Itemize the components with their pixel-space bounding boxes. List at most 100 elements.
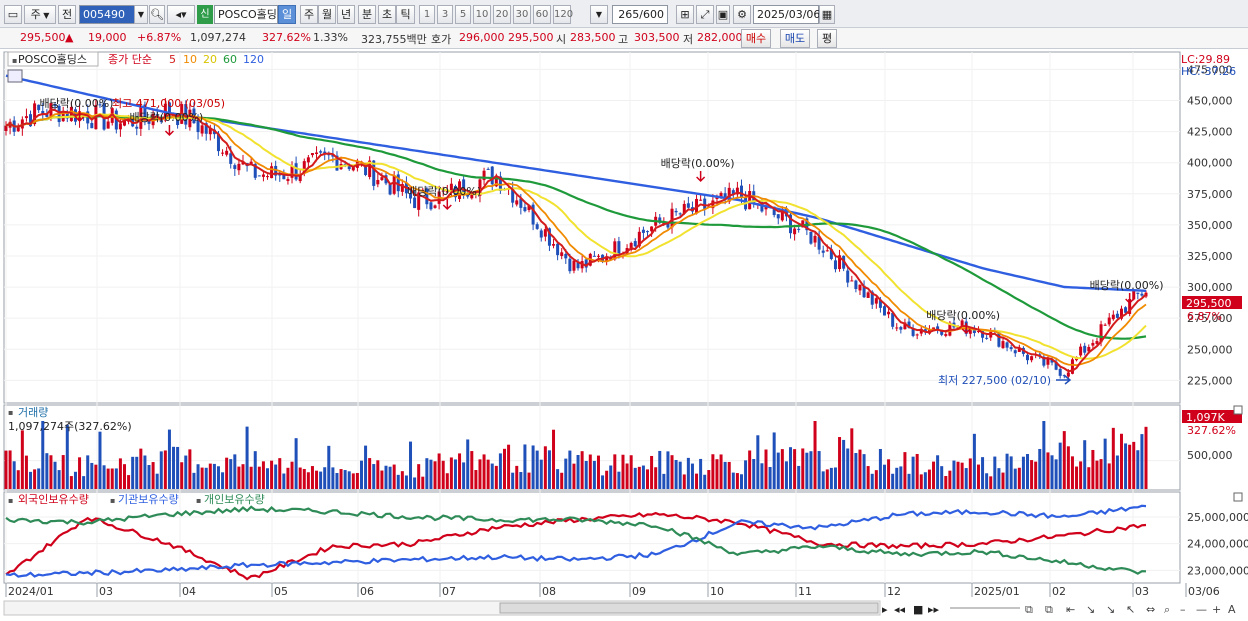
- eval-button[interactable]: 평: [817, 29, 837, 48]
- text-size-icon[interactable]: A: [1228, 603, 1236, 616]
- save-icon[interactable]: ▣: [716, 5, 730, 24]
- candle-body: [997, 332, 1001, 347]
- legend-individual[interactable]: 개인보유수량: [204, 493, 265, 506]
- volume-bar: [621, 454, 625, 489]
- sell-button[interactable]: 매도: [780, 29, 810, 48]
- search-icon[interactable]: 🔍︎: [149, 5, 165, 24]
- minus-icon[interactable]: –: [1180, 603, 1186, 616]
- ma-period-60[interactable]: 60: [223, 53, 237, 66]
- period-select[interactable]: 주 ▼: [24, 5, 56, 24]
- candle-body: [981, 330, 985, 338]
- cursor-icon[interactable]: ↖: [1126, 603, 1135, 616]
- ma5-line: [5, 108, 1147, 373]
- candle-body: [351, 166, 355, 171]
- interval-30[interactable]: 30: [513, 5, 531, 24]
- timeframe-5[interactable]: 초: [378, 5, 396, 24]
- interval-60[interactable]: 60: [533, 5, 551, 24]
- period-select-value: 주: [30, 8, 41, 21]
- interval-dropdown-icon[interactable]: ▼: [590, 5, 608, 24]
- timeframe-6[interactable]: 틱: [396, 5, 415, 24]
- ma-label[interactable]: 종가 단순: [108, 53, 152, 66]
- bar-count-field[interactable]: 265/600: [612, 5, 668, 24]
- volume-bar: [976, 464, 980, 489]
- zoom-out-icon[interactable]: —: [1196, 603, 1207, 616]
- overlay-tool-icon[interactable]: ⧉: [1025, 603, 1033, 616]
- candle-body: [1136, 292, 1140, 294]
- price-change: 19,000: [88, 31, 127, 44]
- code-dropdown-icon[interactable]: ▼: [134, 5, 148, 24]
- calendar-icon[interactable]: ▦: [819, 5, 835, 24]
- interval-10[interactable]: 10: [473, 5, 491, 24]
- volume-bar: [1062, 431, 1066, 489]
- ma-period-5[interactable]: 5: [169, 53, 176, 66]
- volume-bar: [764, 449, 768, 489]
- ma-period-120[interactable]: 120: [243, 53, 264, 66]
- close-volume-icon[interactable]: [1233, 405, 1243, 415]
- volume-panel-title[interactable]: 거래량: [18, 406, 48, 419]
- volume-bar: [560, 472, 564, 489]
- candle-body: [556, 243, 560, 256]
- stock-name-field[interactable]: POSCO홀딩스: [214, 5, 278, 24]
- legend-institution[interactable]: 기관보유수량: [118, 493, 179, 506]
- holdings-lines: [5, 504, 1147, 581]
- interval-3[interactable]: 3: [437, 5, 453, 24]
- scrollbar-thumb[interactable]: [499, 602, 879, 614]
- copy-tool-icon[interactable]: ⧉: [1045, 603, 1053, 616]
- timeframe-2[interactable]: 월: [318, 5, 336, 24]
- volume-bar: [33, 469, 37, 489]
- candle-body: [531, 204, 535, 225]
- volume-bars: [4, 421, 1148, 489]
- x-axis-label: 06: [360, 585, 374, 598]
- draw-tool-icon[interactable]: ↘: [1106, 603, 1115, 616]
- date-field[interactable]: 2025/03/06: [753, 5, 820, 24]
- candle-body: [703, 198, 707, 210]
- volume-bar: [339, 469, 343, 489]
- interval-1[interactable]: 1: [419, 5, 435, 24]
- rewind-icon[interactable]: ◂◂: [894, 603, 906, 616]
- legend-foreign[interactable]: 외국인보유수량: [18, 493, 89, 506]
- trend-line-icon[interactable]: ↘: [1086, 603, 1095, 616]
- candle-body: [874, 298, 878, 304]
- ma-period-20[interactable]: 20: [203, 53, 217, 66]
- volume-bar: [797, 465, 801, 489]
- volume-bar: [617, 471, 621, 489]
- dividend-label: 배당락(0.00%): [926, 309, 1000, 322]
- speaker-icon[interactable]: ◂▾: [167, 5, 195, 24]
- grid-toggle-icon[interactable]: [7, 69, 23, 83]
- magnifier-icon[interactable]: ⌕: [1164, 603, 1170, 616]
- candle-body: [1099, 324, 1103, 343]
- timeframe-0[interactable]: 일: [278, 5, 296, 24]
- interval-5[interactable]: 5: [455, 5, 471, 24]
- interval-20[interactable]: 20: [493, 5, 511, 24]
- timeframe-4[interactable]: 분: [358, 5, 376, 24]
- timeframe-3[interactable]: 년: [337, 5, 355, 24]
- candle-body: [1042, 356, 1046, 366]
- buy-button[interactable]: 매수: [741, 29, 771, 48]
- timeframe-1[interactable]: 주: [300, 5, 318, 24]
- scroll-right-icon[interactable]: ▸: [882, 603, 888, 616]
- ma-period-10[interactable]: 10: [183, 53, 197, 66]
- interval-120[interactable]: 120: [553, 5, 573, 24]
- price-panel-title[interactable]: POSCO홀딩스: [18, 53, 87, 66]
- close-holdings-icon[interactable]: [1233, 492, 1243, 502]
- gear-icon[interactable]: ⚙: [733, 5, 751, 24]
- high-price: 303,500: [634, 31, 680, 44]
- chart-area[interactable]: 475,000 450,000 425,000 400,000 375,000 350,0…: [0, 49, 1248, 621]
- candle-body: [229, 153, 233, 164]
- resize-icon[interactable]: ⇔: [1146, 603, 1155, 616]
- volume-bar: [12, 461, 16, 489]
- stop-icon[interactable]: ■: [913, 603, 923, 616]
- plus-icon[interactable]: +: [1212, 603, 1221, 616]
- prev-button[interactable]: 전: [58, 5, 76, 24]
- chart-type-icon[interactable]: ⊞: [676, 5, 694, 24]
- volume-bar: [257, 466, 261, 489]
- stock-code-input[interactable]: 005490: [79, 5, 137, 24]
- volume-bar: [482, 454, 486, 489]
- window-icon[interactable]: ▭: [4, 5, 22, 24]
- volume-bar: [711, 454, 715, 489]
- zoom-icon[interactable]: ⤢: [696, 5, 714, 24]
- candle-body: [118, 123, 122, 130]
- volume-bar: [122, 464, 126, 489]
- rewind-tool-icon[interactable]: ⇤: [1066, 603, 1075, 616]
- play-icon[interactable]: ▸▸: [928, 603, 940, 616]
